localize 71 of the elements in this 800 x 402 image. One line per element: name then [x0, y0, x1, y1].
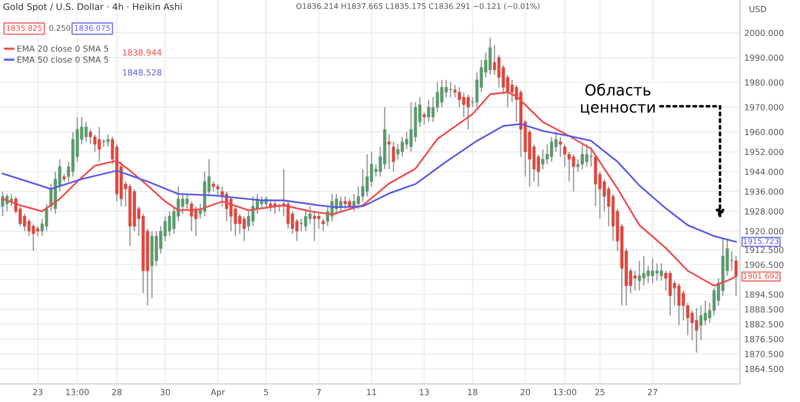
y-tick-label: 1906.500 — [745, 262, 784, 268]
candlestick — [660, 262, 663, 282]
y-tick-label: 1864.500 — [745, 366, 784, 372]
candlestick — [734, 255, 738, 296]
annotation: Область ценности — [581, 84, 655, 115]
x-tick-label: 30 — [160, 388, 170, 396]
candlestick — [453, 84, 457, 98]
candlestick — [392, 141, 396, 172]
candlestick — [317, 213, 320, 230]
candlestick — [27, 218, 31, 237]
candlestick — [268, 198, 272, 212]
candlestick — [572, 154, 576, 192]
y-tick-label: 1876.500 — [745, 336, 784, 342]
x-tick-label: 20 — [520, 388, 530, 396]
annotation: Gold Spot / U.S. Dollar · 4h · Heikin Ashi — [3, 3, 182, 12]
candlestick — [558, 136, 562, 158]
candlestick — [677, 282, 681, 326]
y-tick-label: 1912.500 — [745, 246, 784, 254]
x-tick-label: 23 — [33, 388, 42, 396]
candlestick — [308, 206, 312, 224]
x-tick-label: 7 — [316, 389, 321, 396]
candlestick — [427, 99, 430, 123]
x-tick-label: 13 — [420, 388, 429, 396]
y-axis-title: USD — [750, 6, 766, 12]
y-tick-label: 1936.000 — [745, 188, 784, 195]
candlestick — [194, 206, 198, 237]
y-tick-label: 1990.000 — [745, 54, 784, 61]
y-tick-label: 1944.000 — [745, 168, 784, 175]
candlestick — [422, 111, 426, 126]
x-tick-label: 18 — [468, 388, 478, 396]
annotation: 1848.528 — [123, 69, 162, 76]
x-tick-label: 28 — [112, 388, 122, 396]
candlestick — [102, 138, 106, 148]
candlestick — [88, 128, 92, 145]
candlestick — [1, 190, 4, 217]
y-tick-label: 2000.000 — [744, 30, 784, 36]
candlestick — [312, 210, 316, 242]
candlestick — [44, 203, 48, 232]
y-tick-label: 1870.500 — [745, 350, 784, 358]
x-tick-label: 27 — [648, 388, 658, 396]
y-tick-label: 1952.000 — [745, 148, 784, 156]
y-tick-label: 1980.000 — [745, 79, 784, 86]
candlestick — [492, 44, 496, 76]
candlestick — [212, 180, 216, 192]
y-tick-label: 1960.000 — [745, 128, 784, 136]
line-series — [2, 123, 737, 243]
legend-label: EMA 20 close 0 SMA 5 — [17, 45, 108, 52]
candlestick — [633, 270, 637, 292]
candlestick — [168, 210, 172, 237]
y-tick-label: 1920.000 — [745, 228, 784, 234]
annotation: 1838.944 — [123, 49, 162, 56]
x-tick-label: 11 — [367, 389, 376, 396]
candlestick — [352, 193, 356, 212]
candlestick — [694, 307, 698, 354]
x-tick-label: 5 — [264, 389, 268, 396]
candlestick — [388, 134, 391, 170]
y-tick-label: 1882.500 — [745, 321, 784, 328]
y-tick-label: 1928.000 — [745, 208, 784, 215]
legend-label: EMA 50 close 0 SMA 5 — [17, 56, 108, 63]
x-tick-label: Apr — [210, 389, 226, 397]
candlestick — [10, 193, 13, 207]
x-tick-label: 25 — [595, 388, 604, 396]
y-tick-label: 1888.500 — [745, 306, 784, 313]
candlestick — [409, 102, 413, 152]
x-tick-label: 13:00 — [66, 388, 89, 396]
x-tick-label: 13:00 — [554, 388, 576, 396]
candlestick — [106, 134, 110, 148]
y-tick-label: 1970.000 — [745, 104, 784, 110]
y-tick-label: 1894.500 — [745, 291, 784, 298]
candlestick — [322, 218, 325, 232]
candlestick — [655, 262, 659, 282]
